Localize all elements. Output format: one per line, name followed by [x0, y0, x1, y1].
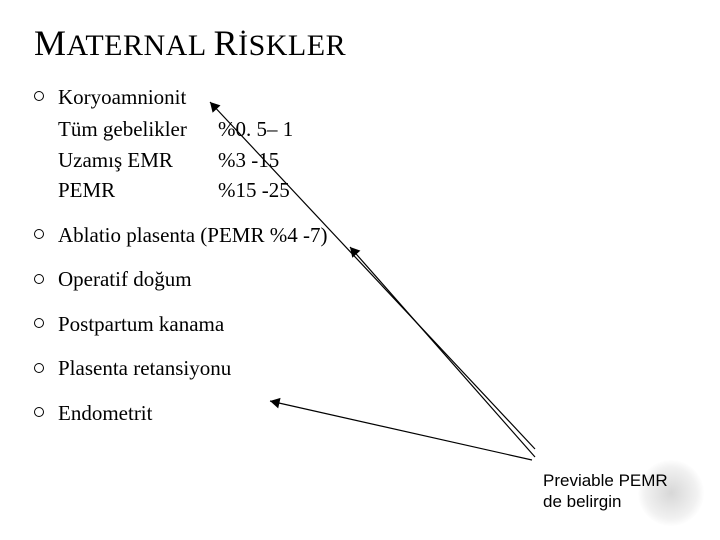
- callout-line2: de belirgin: [543, 492, 621, 511]
- title-word1-rest: ATERNAL: [67, 29, 206, 62]
- slide: MATERNAL RİSKLER Koryoamnionit Tüm gebel…: [0, 0, 720, 540]
- bullet-head: Ablatio plasenta (PEMR %4 -7): [58, 223, 327, 247]
- bullet-head: Endometrit: [58, 401, 152, 425]
- subrow-label: Tüm gebelikler: [58, 114, 218, 144]
- list-item: Operatif doğum: [34, 264, 686, 294]
- title-word1-cap: M: [34, 23, 67, 63]
- title-word2-cap: R: [214, 23, 239, 63]
- subrow-label: Uzamış EMR: [58, 145, 218, 175]
- list-item: Koryoamnionit Tüm gebelikler %0. 5– 1 Uz…: [34, 82, 686, 206]
- subrow: PEMR %15 -25: [58, 175, 686, 205]
- slide-title: MATERNAL RİSKLER: [34, 22, 686, 64]
- bullet-head: Koryoamnionit: [58, 85, 186, 109]
- bullet-head: Operatif doğum: [58, 267, 192, 291]
- callout-text: Previable PEMR de belirgin: [543, 470, 698, 513]
- list-item: Plasenta retansiyonu: [34, 353, 686, 383]
- subrow-value: %3 -15: [218, 145, 279, 175]
- callout-line1: Previable PEMR: [543, 471, 668, 490]
- subrow-value: %0. 5– 1: [218, 114, 293, 144]
- list-item: Ablatio plasenta (PEMR %4 -7): [34, 220, 686, 250]
- bullet-list: Koryoamnionit Tüm gebelikler %0. 5– 1 Uz…: [34, 82, 686, 428]
- bullet-head: Postpartum kanama: [58, 312, 224, 336]
- subrow-label: PEMR: [58, 175, 218, 205]
- bullet-head: Plasenta retansiyonu: [58, 356, 231, 380]
- subrow-value: %15 -25: [218, 175, 290, 205]
- subrow: Tüm gebelikler %0. 5– 1: [58, 114, 686, 144]
- list-item: Postpartum kanama: [34, 309, 686, 339]
- subrow: Uzamış EMR %3 -15: [58, 145, 686, 175]
- title-word2-rest: İSKLER: [238, 29, 346, 62]
- list-item: Endometrit: [34, 398, 686, 428]
- callout-box: Previable PEMR de belirgin: [543, 470, 698, 513]
- subrows: Tüm gebelikler %0. 5– 1 Uzamış EMR %3 -1…: [58, 114, 686, 205]
